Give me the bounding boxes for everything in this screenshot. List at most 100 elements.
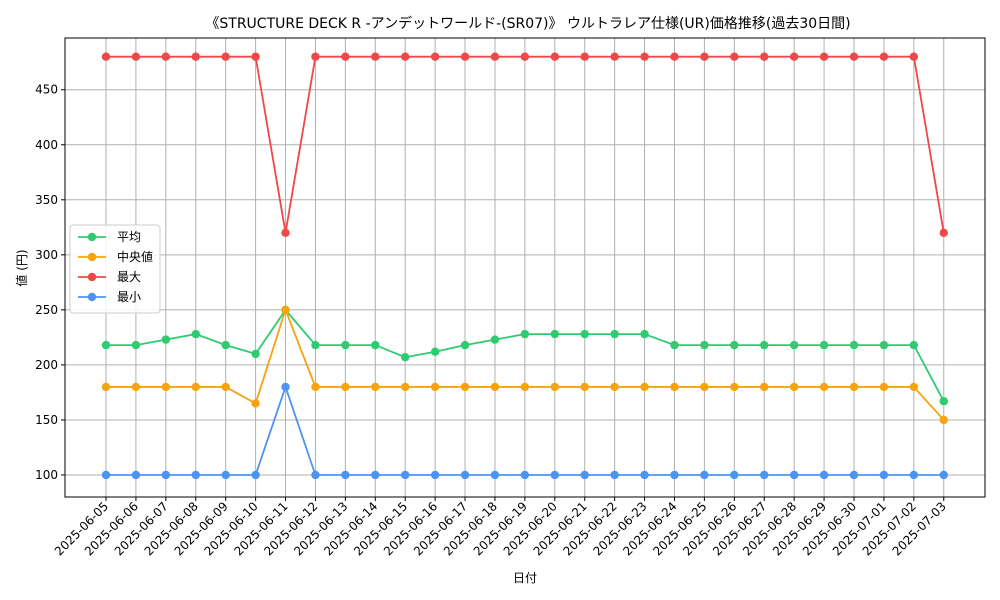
data-point <box>760 470 769 480</box>
data-point <box>640 470 649 480</box>
legend-label: 最小 <box>117 290 141 304</box>
data-point <box>371 52 380 61</box>
data-point <box>879 382 889 392</box>
data-point <box>550 52 559 61</box>
data-point <box>191 329 200 339</box>
data-point <box>730 52 739 61</box>
data-point <box>789 52 799 61</box>
data-point <box>101 470 111 480</box>
data-point <box>520 382 530 392</box>
data-point <box>640 329 649 339</box>
data-point <box>909 382 919 392</box>
legend-label: 最大 <box>117 270 141 284</box>
data-point <box>550 470 559 480</box>
data-point <box>131 52 141 61</box>
data-point <box>311 470 320 480</box>
data-point <box>640 382 649 392</box>
data-point <box>550 329 559 339</box>
legend-marker <box>87 252 97 262</box>
data-point <box>430 382 440 392</box>
data-point <box>401 470 410 480</box>
data-point <box>311 382 320 392</box>
data-point <box>939 470 948 480</box>
data-point <box>700 382 709 392</box>
legend-entry: 中央値 <box>78 249 153 264</box>
data-point <box>849 340 859 350</box>
legend-marker <box>87 232 97 242</box>
data-point <box>251 349 260 359</box>
data-point <box>371 382 380 392</box>
data-point <box>939 397 948 406</box>
data-point <box>520 52 530 61</box>
data-point <box>401 382 410 392</box>
legend-marker <box>87 292 97 302</box>
data-point <box>670 382 679 392</box>
legend-entry: 最小 <box>78 290 141 304</box>
data-point <box>161 470 171 480</box>
data-point <box>341 340 350 350</box>
data-point <box>939 228 948 238</box>
data-point <box>580 470 589 480</box>
data-point <box>610 52 619 61</box>
chart-title: 《STRUCTURE DECK R -アンデットワールド-(SR07)》 ウルト… <box>205 15 850 32</box>
data-point <box>700 470 709 480</box>
data-point <box>131 340 141 350</box>
data-point <box>490 382 500 392</box>
data-point <box>580 382 589 392</box>
data-point <box>341 52 350 61</box>
series-2 <box>101 52 948 238</box>
data-point <box>101 340 111 350</box>
data-point <box>161 382 171 392</box>
data-point <box>789 470 799 480</box>
data-point <box>311 52 320 61</box>
legend-entry: 平均 <box>78 230 141 244</box>
legend-entry: 最大 <box>78 270 141 284</box>
data-point <box>251 52 260 61</box>
data-point <box>101 52 111 61</box>
data-point <box>251 399 260 408</box>
legend-marker <box>87 272 97 282</box>
y-axis-ticks: 100 150 200 250 300 350 400 450 <box>35 83 65 482</box>
data-point <box>879 470 889 480</box>
data-point <box>730 340 739 350</box>
data-point <box>849 470 859 480</box>
y-tick-label: 350 <box>35 193 58 207</box>
data-point <box>760 382 769 392</box>
data-point <box>730 470 739 480</box>
data-point <box>610 329 619 339</box>
y-tick-label: 200 <box>35 358 58 372</box>
data-point <box>430 470 440 480</box>
data-point <box>221 470 230 480</box>
data-point <box>251 470 260 480</box>
data-point <box>520 329 530 339</box>
y-tick-label: 300 <box>35 248 58 262</box>
data-point <box>131 470 141 480</box>
data-point <box>789 382 799 392</box>
legend-label: 中央値 <box>117 249 153 264</box>
data-point <box>221 382 230 392</box>
data-point <box>430 347 440 356</box>
data-point <box>760 340 769 350</box>
series-layer <box>101 52 948 480</box>
data-point <box>879 340 889 350</box>
legend-label: 平均 <box>117 230 141 244</box>
data-point <box>640 52 649 61</box>
data-point <box>161 335 171 344</box>
y-tick-label: 250 <box>35 303 58 317</box>
data-point <box>371 340 380 350</box>
data-point <box>191 470 200 480</box>
data-point <box>460 470 470 480</box>
data-point <box>341 382 350 392</box>
y-tick-label: 150 <box>35 413 58 427</box>
data-point <box>131 382 141 392</box>
y-tick-label: 100 <box>35 468 58 482</box>
series-0 <box>101 305 948 406</box>
data-point <box>371 470 380 480</box>
data-point <box>730 382 739 392</box>
data-point <box>819 470 829 480</box>
data-point <box>789 340 799 350</box>
data-point <box>819 382 829 392</box>
data-point <box>670 340 679 350</box>
data-point <box>401 353 410 362</box>
